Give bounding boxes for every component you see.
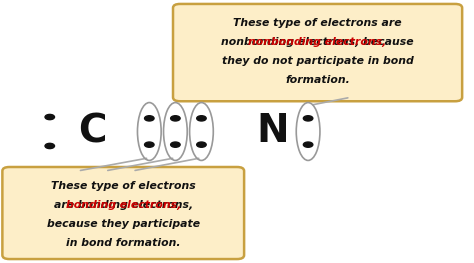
Circle shape [45,114,55,120]
Text: C: C [78,113,107,150]
Circle shape [197,142,206,147]
Circle shape [171,142,180,147]
Text: in bond formation.: in bond formation. [66,238,181,248]
Circle shape [45,143,55,149]
Text: These type of electrons: These type of electrons [51,181,196,191]
Circle shape [171,116,180,121]
Text: they do not participate in bond: they do not participate in bond [222,56,413,66]
Circle shape [145,142,154,147]
Text: because they participate: because they participate [46,219,200,229]
Circle shape [145,116,154,121]
Circle shape [303,142,313,147]
Text: formation.: formation. [285,75,350,85]
Circle shape [197,116,206,121]
Circle shape [303,116,313,121]
FancyBboxPatch shape [173,4,462,101]
Text: bonding electrons,: bonding electrons, [65,200,181,210]
Text: nonbonding electrons,: nonbonding electrons, [248,37,386,47]
FancyBboxPatch shape [2,167,244,259]
Text: are bonding electrons,: are bonding electrons, [54,200,193,210]
Text: These type of electrons are: These type of electrons are [233,18,402,28]
Text: N: N [256,113,289,150]
Text: nonbonding electrons, because: nonbonding electrons, because [221,37,414,47]
